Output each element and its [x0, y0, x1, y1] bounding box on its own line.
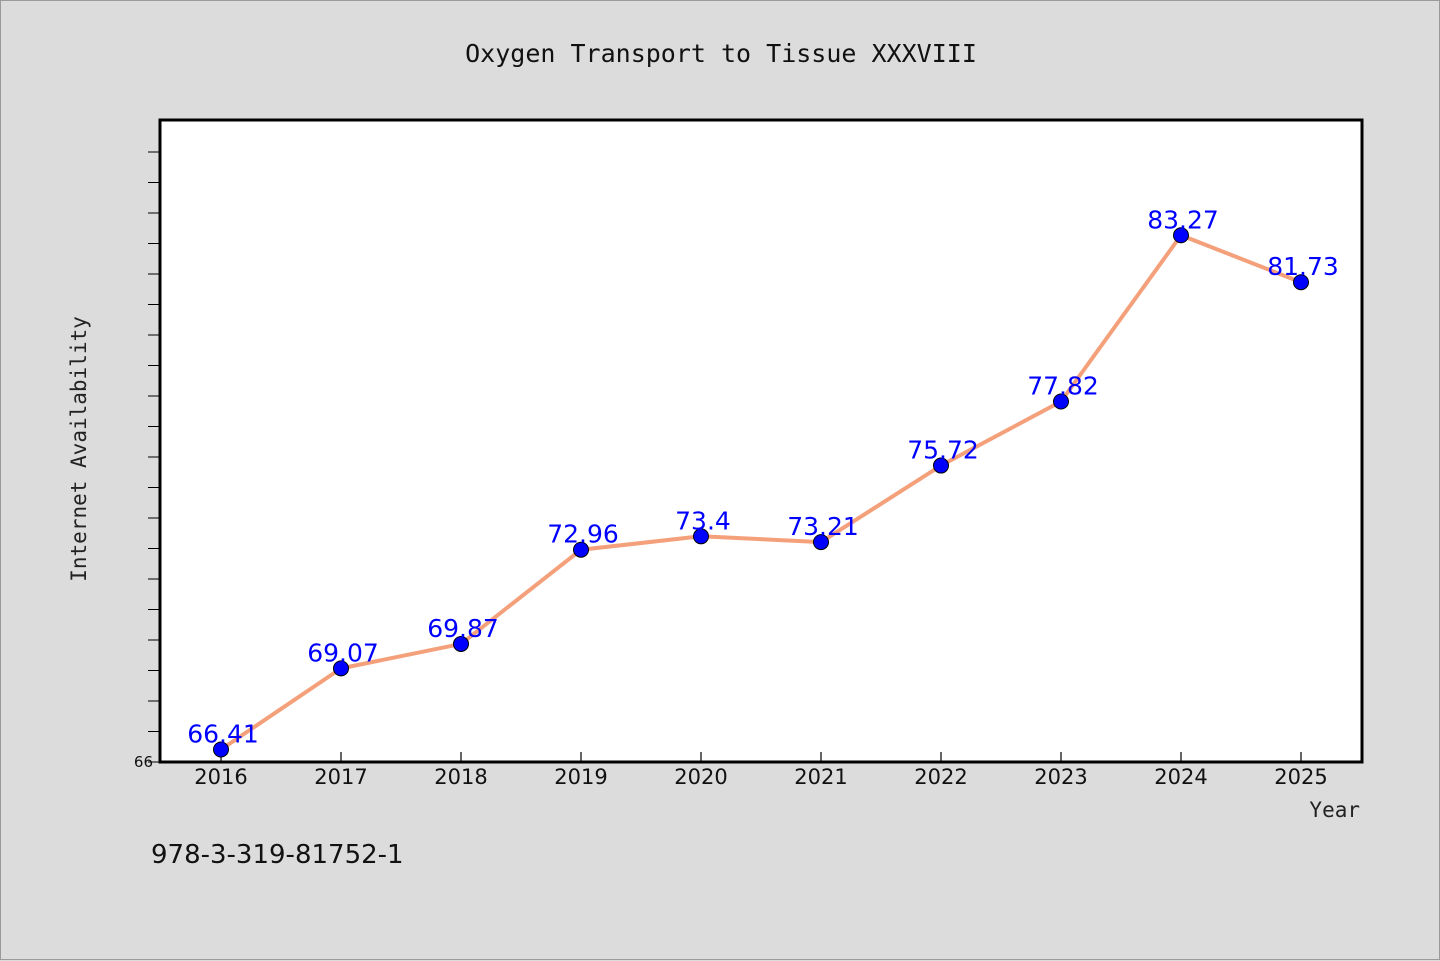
data-label: 81.73: [1267, 252, 1339, 281]
data-label: 66.41: [187, 719, 259, 748]
data-label: 75.72: [907, 436, 979, 465]
data-point: [1053, 393, 1069, 410]
x-tick-label: 2018: [434, 765, 487, 789]
x-tick-label: 2022: [914, 765, 967, 789]
data-label: 77.82: [1027, 371, 1099, 400]
data-point: [573, 541, 589, 558]
data-point: [453, 635, 469, 652]
y-tick-label: 66: [134, 753, 153, 771]
y-axis-label: Internet Availability: [67, 316, 91, 582]
series-line: [219, 233, 1302, 752]
plot-area: [158, 118, 1364, 764]
data-point: [213, 741, 229, 758]
data-point: [1293, 274, 1309, 291]
data-label: 69.87: [427, 614, 499, 643]
data-label: 73.4: [675, 506, 731, 535]
x-tick-label: 2024: [1154, 765, 1207, 789]
x-axis-label: Year: [1309, 798, 1360, 822]
series-layer: 66.41 69.07 69.87 72.96 73.4 73.21 75.72 77.82 8…: [187, 205, 1339, 758]
x-tick-label: 2016: [194, 765, 247, 789]
y-axis-ticks: 66: [134, 151, 160, 771]
data-point: [1173, 227, 1189, 244]
x-tick-label: 2025: [1274, 765, 1327, 789]
footer-isbn: 978-3-319-81752-1: [151, 840, 404, 870]
data-label: 73.21: [787, 512, 859, 541]
data-label: 69.07: [307, 638, 379, 667]
data-point: [933, 457, 949, 474]
chart-title: Oxygen Transport to Tissue XXXVIII: [465, 39, 977, 68]
data-label: 83.27: [1147, 205, 1219, 234]
x-tick-label: 2023: [1034, 765, 1087, 789]
x-tick-label: 2019: [554, 765, 607, 789]
data-label: 72.96: [547, 520, 619, 549]
x-axis-ticks: 2016 2017 2018 2019 2020 2021 2022 2023 2024 2025: [194, 752, 1328, 789]
x-tick-label: 2020: [674, 765, 727, 789]
x-tick-label: 2021: [794, 765, 847, 789]
data-point: [693, 528, 709, 545]
data-point: [813, 534, 829, 551]
x-tick-label: 2017: [314, 765, 367, 789]
data-point: [333, 660, 349, 677]
